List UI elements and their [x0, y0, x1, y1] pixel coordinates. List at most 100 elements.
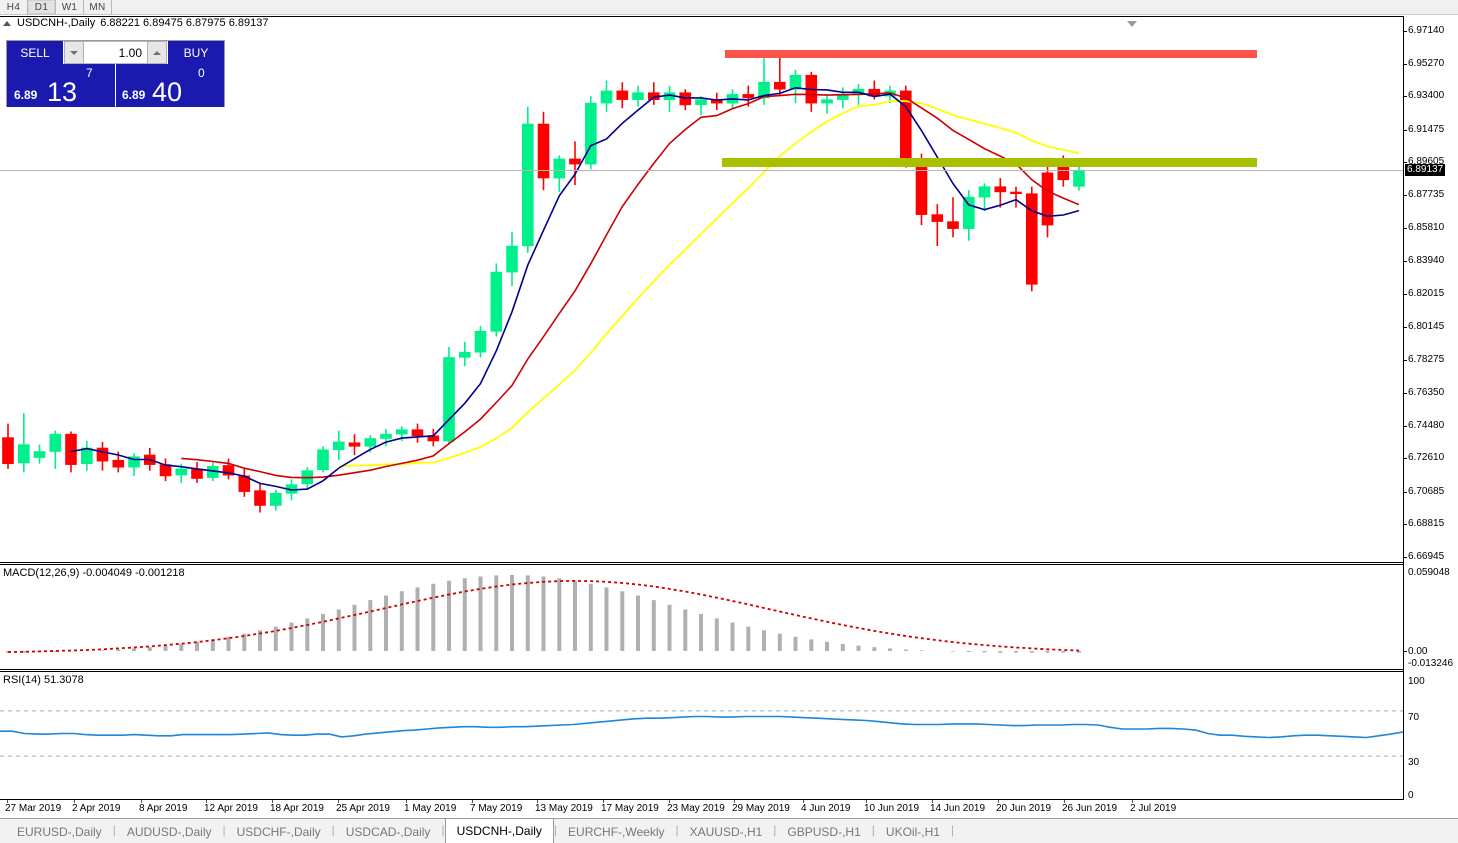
rsi-axis-tick: 0: [1408, 790, 1414, 801]
symbol-tab-eurusd-daily[interactable]: EURUSD-,Daily: [17, 825, 102, 839]
price-axis-tick-mark: [1404, 359, 1407, 361]
macd-zero-tick-mark: [1404, 651, 1407, 652]
date-axis-label: 23 May 2019: [667, 803, 725, 814]
date-axis-tick-mark: [472, 800, 473, 803]
date-axis-tick-mark: [1132, 800, 1133, 803]
symbol-tab-bar[interactable]: EURUSD-,Daily | AUDUSD-,Daily | USDCHF-,Dail…: [0, 818, 1458, 843]
date-axis-tick-mark: [74, 800, 75, 803]
volume-decrement-button[interactable]: [64, 41, 84, 64]
symbol-tab-gbpusd-h1[interactable]: GBPUSD-,H1: [787, 825, 861, 839]
date-axis-label: 13 May 2019: [535, 803, 593, 814]
date-axis-tick-mark: [932, 800, 933, 803]
rsi-pane[interactable]: [0, 672, 1403, 799]
pane-separator-macd-2: [0, 564, 1458, 565]
rsi-canvas: [0, 710, 1403, 757]
macd-pane[interactable]: [0, 565, 1403, 669]
price-axis-tick: 6.97140: [1408, 25, 1445, 36]
price-axis-tick-mark: [1404, 327, 1407, 329]
chevron-down-icon[interactable]: [1124, 20, 1140, 28]
date-axis-label: 27 Mar 2019: [5, 803, 62, 814]
symbol-tab-separator: |: [441, 822, 445, 837]
date-axis-tick-mark: [998, 800, 999, 803]
price-axis-tick: 6.82015: [1408, 288, 1445, 300]
price-axis-tick: 6.76350: [1408, 387, 1445, 399]
price-axis-tick-mark: [1404, 63, 1407, 65]
symbol-tab-separator: |: [773, 822, 777, 837]
symbol-tab-audusd-daily[interactable]: AUDUSD-,Daily: [126, 825, 212, 839]
symbol-tab-eurchf-weekly[interactable]: EURCHF-,Weekly: [568, 825, 665, 839]
period-tab-d1-label: D1: [34, 1, 49, 13]
current-price-tag: 6.89137: [1405, 164, 1446, 177]
pane-separator-macd: [0, 562, 1458, 563]
current-price-line: [0, 170, 1403, 172]
bid-price-button[interactable]: 6.89 13 7: [7, 64, 115, 107]
date-axis-label: 14 Jun 2019: [930, 803, 986, 814]
price-axis-tick: 6.91475: [1408, 123, 1445, 135]
oct-price-row: 6.89 13 7 6.89 40 0: [7, 64, 224, 107]
price-axis[interactable]: 6.97140 6.95270 6.93400 6.91475 6.89605 6.877…: [1403, 16, 1458, 801]
date-axis-label: 10 Jun 2019: [864, 803, 920, 814]
period-tab-d1[interactable]: D1: [28, 0, 56, 14]
date-axis-label: 17 May 2019: [601, 803, 659, 814]
price-axis-tick-mark: [1404, 557, 1407, 558]
symbol-tab-usdcnh-daily[interactable]: USDCNH-,Daily: [444, 818, 554, 843]
date-axis-label: 7 May 2019: [470, 803, 523, 814]
date-axis-tick-mark: [866, 800, 867, 803]
volume-stepper: 1.00: [63, 41, 168, 64]
price-axis-tick-mark: [1404, 260, 1407, 262]
rsi-axis-tick: 70: [1408, 712, 1420, 723]
price-axis-tick-mark: [1404, 425, 1407, 427]
price-pane[interactable]: [0, 17, 1403, 562]
price-axis-tick: 6.83940: [1408, 254, 1445, 266]
price-axis-tick-mark: [1404, 458, 1407, 460]
date-axis-label: 1 May 2019: [404, 803, 457, 814]
symbol-tab-xauusd-h1[interactable]: XAUUSD-,H1: [689, 825, 763, 839]
price-axis-tick: 6.85810: [1408, 222, 1445, 234]
price-axis-tick: 6.95270: [1408, 57, 1445, 69]
symbol-tab-usdcad-daily[interactable]: USDCAD-,Daily: [345, 825, 431, 839]
sell-button[interactable]: SELL: [7, 41, 63, 64]
date-axis-label: 29 May 2019: [732, 803, 790, 814]
price-axis-tick-mark: [1404, 162, 1407, 164]
pane-separator-rsi-2: [0, 671, 1458, 672]
period-tab-mn[interactable]: MN: [84, 0, 112, 14]
date-axis[interactable]: 27 Mar 2019 2 Apr 2019 8 Apr 2019 12 Apr 20…: [0, 800, 1458, 818]
resistance-band[interactable]: [725, 50, 1257, 58]
symbol-tab-usdchf-daily[interactable]: USDCHF-,Daily: [236, 825, 321, 839]
symbol-tab-separator: |: [675, 822, 679, 837]
price-axis-tick-mark: [1404, 129, 1407, 131]
price-axis-tick: 6.70685: [1408, 485, 1445, 497]
macd-axis-tick: -0.013246: [1408, 658, 1454, 669]
date-axis-tick-mark: [406, 800, 407, 803]
price-axis-tick: 6.89605: [1408, 156, 1445, 168]
rsi-axis-tick: 30: [1408, 757, 1420, 768]
date-axis-tick-mark: [603, 800, 604, 803]
date-axis-tick-mark: [803, 800, 804, 803]
ask-price-button[interactable]: 6.89 40 0: [116, 64, 224, 107]
volume-input[interactable]: 1.00: [84, 41, 147, 64]
price-axis-tick: 6.78275: [1408, 353, 1445, 365]
symbol-tab-ukoil-h1[interactable]: UKOil-,H1: [885, 825, 940, 839]
price-axis-tick: 6.80145: [1408, 321, 1445, 333]
oct-top-row: SELL 1.00 BUY: [7, 41, 224, 64]
price-axis-tick: 6.68815: [1408, 518, 1445, 530]
buy-button[interactable]: BUY: [168, 41, 224, 64]
date-axis-label: 25 Apr 2019: [336, 803, 390, 814]
bid-price-big: 13: [47, 77, 78, 107]
pane-separator-rsi: [0, 669, 1458, 670]
rsi-label: RSI(14) 51.3078: [3, 674, 84, 686]
expand-triangle-icon[interactable]: [3, 20, 11, 26]
price-axis-tick: 6.66945: [1408, 551, 1445, 562]
volume-increment-button[interactable]: [147, 41, 167, 64]
price-axis-tick-mark: [1404, 228, 1407, 230]
bid-price-fraction: 7: [86, 66, 93, 80]
price-axis-tick: 6.74480: [1408, 419, 1445, 431]
symbol-tab-separator: |: [553, 822, 558, 837]
period-tab-mn-label: MN: [89, 1, 106, 13]
period-tab-w1[interactable]: W1: [56, 0, 84, 14]
price-axis-tick-mark: [1404, 393, 1407, 395]
support-band[interactable]: [722, 158, 1257, 167]
date-axis-tick-mark: [734, 800, 735, 803]
chart-ohlc-values: 6.88221 6.89475 6.87975 6.89137: [100, 17, 269, 29]
period-tab-h4[interactable]: H4: [0, 0, 28, 14]
